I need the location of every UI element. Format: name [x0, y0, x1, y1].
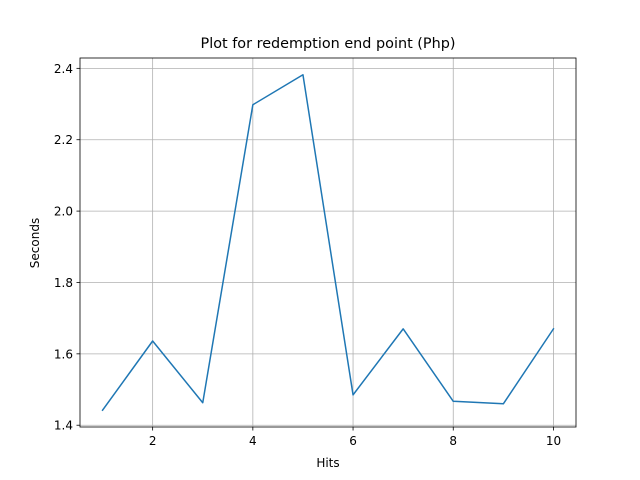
y-tick-label: 2.0 [54, 205, 73, 219]
x-ticks: 2 4 6 8 10 [149, 427, 561, 448]
y-tick-label: 2.2 [54, 133, 73, 147]
series-line [101, 74, 555, 412]
x-tick-label: 4 [249, 434, 257, 448]
x-axis-title: Hits [316, 456, 339, 470]
x-tick-label: 6 [349, 434, 357, 448]
y-tick-label: 1.4 [54, 419, 73, 433]
x-tick-label: 10 [546, 434, 561, 448]
x-tick-label: 8 [449, 434, 457, 448]
y-tick-label: 2.4 [54, 62, 73, 76]
chart-title: Plot for redemption end point (Php) [201, 36, 456, 52]
series-layer [101, 74, 555, 412]
y-ticks: 1.4 1.6 1.8 2.0 2.2 2.4 [54, 62, 80, 433]
y-tick-label: 1.8 [54, 276, 73, 290]
y-tick-label: 1.6 [54, 347, 73, 361]
x-tick-label: 2 [149, 434, 157, 448]
y-axis-title: Seconds [28, 218, 42, 268]
plot-frame [79, 57, 577, 428]
